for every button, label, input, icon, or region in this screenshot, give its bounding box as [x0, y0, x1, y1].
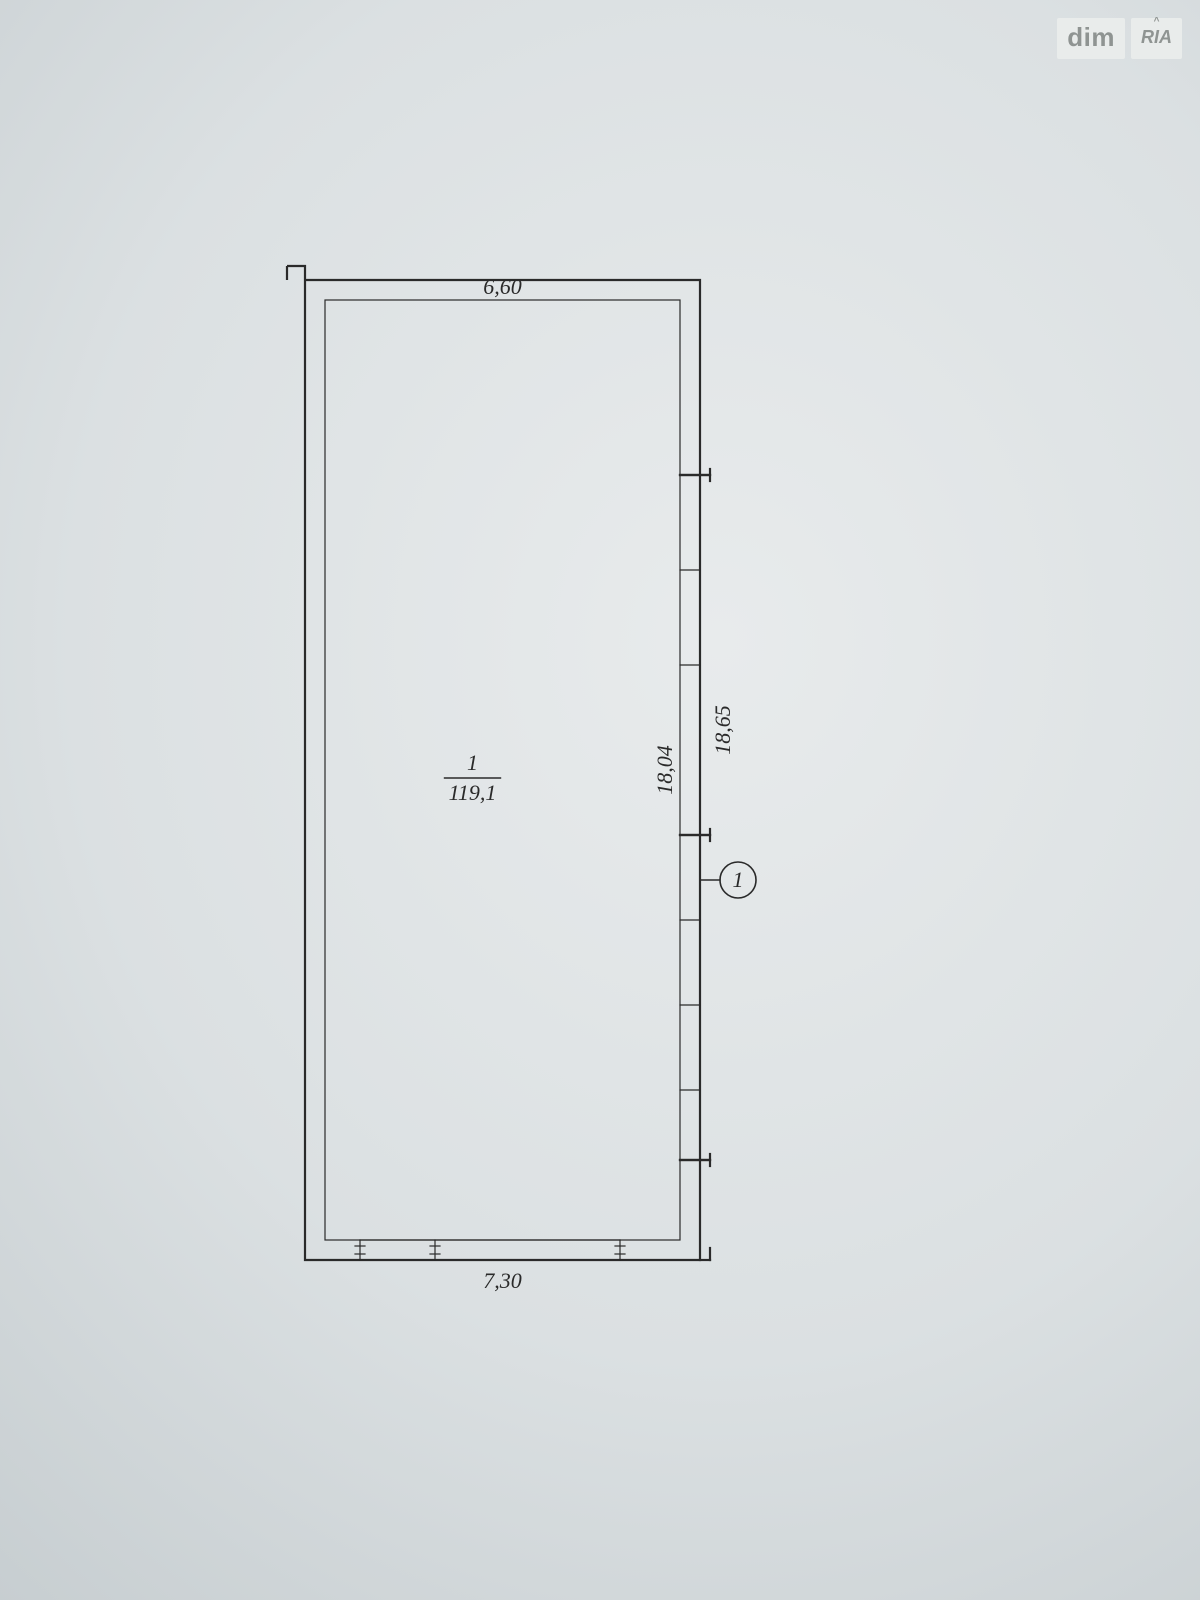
- room-number: 1: [467, 750, 478, 775]
- dim-inner-height: 18,04: [652, 745, 677, 795]
- dim-bottom-width: 7,30: [483, 1268, 522, 1293]
- page-background: dim ^ RIA 6,607,3018,0418,651119,11: [0, 0, 1200, 1600]
- axis-marker-label: 1: [733, 867, 744, 892]
- room-area: 119,1: [449, 780, 497, 805]
- floorplan-svg: 6,60 7,30 18,04 18,65 1 119,1 1: [0, 0, 1200, 1600]
- dim-top-width: 6,60: [483, 274, 522, 299]
- inner-wall: [325, 300, 680, 1240]
- dim-outer-height: 18,65: [710, 705, 735, 755]
- outer-wall: [287, 266, 700, 1260]
